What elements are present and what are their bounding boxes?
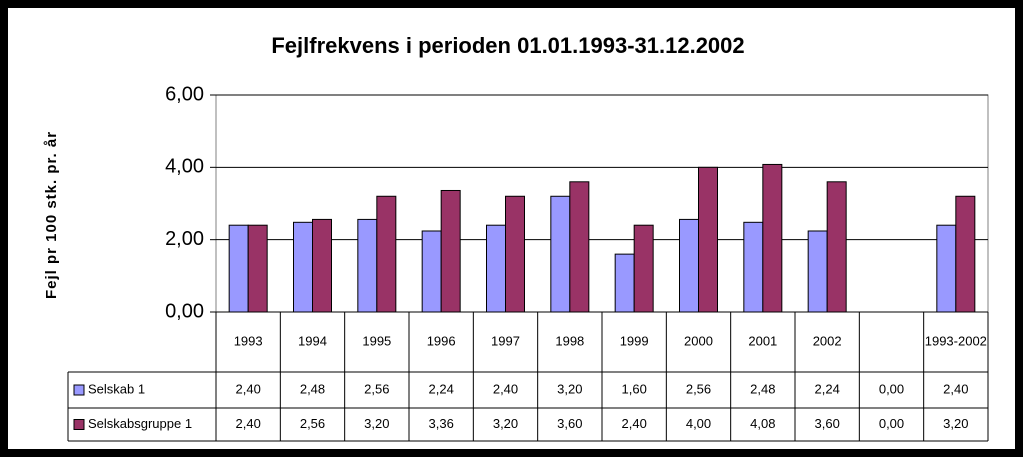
plot-area: [215, 94, 989, 313]
x-tick-label: 1995: [362, 333, 391, 348]
table-value: 1,60: [622, 381, 647, 396]
table-value: 4,08: [750, 416, 775, 431]
table-value: 4,00: [686, 416, 711, 431]
table-value: 2,48: [750, 381, 775, 396]
table-value: 2,56: [686, 381, 711, 396]
y-tick-label: 4,00: [165, 156, 204, 178]
bar: [247, 224, 268, 313]
x-tick-label: 1996: [427, 333, 456, 348]
bar: [505, 195, 525, 313]
table-value: 2,40: [236, 416, 261, 431]
bar: [955, 195, 976, 313]
table-value: 2,48: [300, 381, 325, 396]
table-value: 3,20: [364, 416, 389, 431]
bar: [807, 230, 828, 313]
bar: [550, 195, 571, 313]
table-value: 2,40: [622, 416, 647, 431]
x-tick-label: 2001: [748, 333, 777, 348]
bar: [421, 230, 442, 313]
table-value: 2,56: [300, 416, 325, 431]
bar: [936, 224, 957, 313]
x-tick-label: 2000: [684, 333, 713, 348]
y-tick-label: 6,00: [165, 83, 204, 105]
bar: [743, 221, 764, 313]
legend-swatch: [73, 384, 85, 396]
x-tick-label: 1999: [620, 333, 649, 348]
bar: [357, 218, 378, 313]
table-value: 2,40: [236, 381, 261, 396]
bar: [486, 224, 506, 313]
bar: [762, 163, 783, 313]
bar: [633, 224, 654, 313]
x-tick-label: 1994: [298, 333, 327, 348]
bar: [293, 221, 313, 313]
x-tick-label: 2002: [813, 333, 842, 348]
table-value: 3,20: [557, 381, 582, 396]
chart-title: Fejlfrekvens i perioden 01.01.1993-31.12…: [271, 33, 744, 58]
bar: [826, 181, 847, 313]
x-tick-label: 1993: [234, 333, 263, 348]
y-tick-label: 2,00: [165, 228, 204, 250]
table-value: 2,40: [493, 381, 518, 396]
table-value: 2,56: [364, 381, 389, 396]
bar: [679, 218, 699, 313]
bar: [440, 189, 461, 313]
table-value: 2,24: [429, 381, 454, 396]
bar: [228, 224, 249, 313]
table-value: 3,36: [429, 416, 454, 431]
y-tick-label: 0,00: [165, 300, 204, 322]
bar: [312, 218, 332, 313]
table-value: 2,24: [815, 381, 840, 396]
table-value: 0,00: [879, 416, 904, 431]
table-value: 3,20: [943, 416, 968, 431]
legend-label: Selskab 1: [88, 381, 145, 396]
table-value: 3,60: [815, 416, 840, 431]
bar: [376, 195, 397, 313]
x-tick-label: 1998: [555, 333, 584, 348]
bar: [569, 181, 590, 313]
table-value: 0,00: [879, 381, 904, 396]
table-value: 3,20: [493, 416, 518, 431]
x-tick-label: 1997: [491, 333, 520, 348]
x-tick-label: 1993-2002: [925, 333, 987, 348]
bar: [614, 253, 635, 313]
y-axis-label: Fejl pr 100 stk. pr. år: [43, 131, 60, 299]
table-value: 2,40: [943, 381, 968, 396]
bar: [698, 166, 718, 313]
legend-swatch: [73, 419, 85, 430]
legend-label: Selskabsgruppe 1: [88, 416, 192, 431]
table-value: 3,60: [557, 416, 582, 431]
